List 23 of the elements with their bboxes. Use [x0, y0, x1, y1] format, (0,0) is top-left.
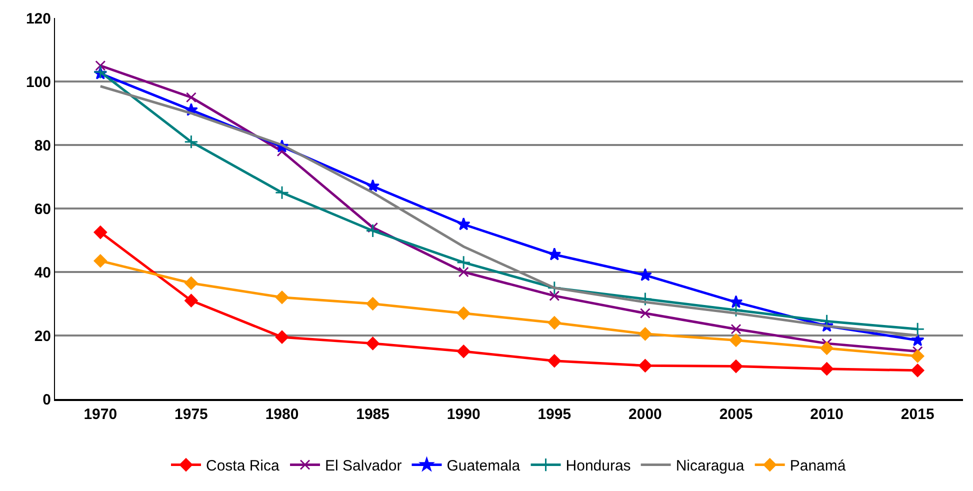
y-tick-label: 40 [34, 264, 51, 282]
y-tick-label: 100 [26, 74, 51, 91]
x-tick-label: 2015 [900, 406, 934, 423]
x-tick-label: 1995 [538, 406, 572, 423]
legend-label: Panamá [790, 458, 846, 475]
y-tick-label: 60 [34, 200, 51, 218]
x-tick-label: 1980 [265, 406, 299, 423]
x-tick-label: 1985 [356, 406, 390, 423]
y-tick-label: 80 [34, 137, 51, 154]
x-tick-label: 2010 [810, 406, 844, 423]
legend-label: Nicaragua [676, 458, 745, 475]
legend-label: Guatemala [446, 458, 521, 475]
x-tick-label: 1975 [174, 406, 208, 423]
x-tick-label: 1970 [84, 406, 118, 423]
x-tick-label: 2005 [719, 406, 753, 423]
x-tick-label: 2000 [628, 406, 662, 423]
legend-label: El Salvador [325, 458, 402, 475]
x-tick-label: 1990 [446, 406, 480, 423]
y-tick-label: 120 [26, 10, 51, 28]
y-tick-label: 20 [34, 328, 51, 345]
legend-label: Honduras [566, 458, 631, 475]
y-tick-label: 0 [42, 391, 51, 408]
legend-label: Costa Rica [206, 458, 280, 475]
